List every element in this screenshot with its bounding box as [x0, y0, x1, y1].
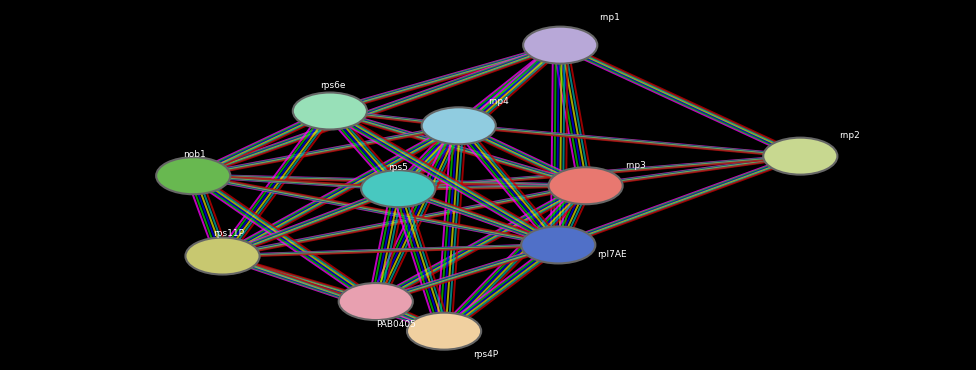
Ellipse shape	[185, 238, 260, 275]
Text: rps5: rps5	[388, 163, 408, 172]
Text: rnp2: rnp2	[839, 131, 860, 140]
Ellipse shape	[407, 313, 481, 350]
Ellipse shape	[361, 170, 435, 207]
Text: rnp4: rnp4	[488, 97, 508, 106]
Ellipse shape	[156, 157, 230, 194]
Ellipse shape	[549, 167, 623, 204]
Ellipse shape	[521, 226, 595, 263]
Text: rps4P: rps4P	[473, 350, 499, 359]
Ellipse shape	[763, 138, 837, 175]
Text: rnp1: rnp1	[599, 13, 620, 22]
Ellipse shape	[339, 283, 413, 320]
Text: PAB0405: PAB0405	[376, 320, 416, 329]
Text: nob1: nob1	[183, 150, 206, 159]
Ellipse shape	[523, 27, 597, 64]
Text: rps11P: rps11P	[213, 229, 244, 238]
Text: rpl7AE: rpl7AE	[597, 250, 627, 259]
Ellipse shape	[293, 92, 367, 130]
Text: rps6e: rps6e	[320, 81, 346, 90]
Ellipse shape	[422, 107, 496, 144]
Text: rnp3: rnp3	[625, 161, 645, 170]
